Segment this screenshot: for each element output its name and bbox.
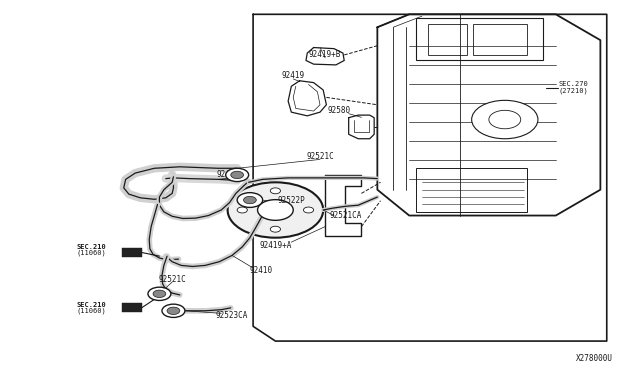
Circle shape	[270, 226, 280, 232]
Circle shape	[162, 304, 185, 317]
Circle shape	[148, 287, 171, 301]
Circle shape	[153, 290, 166, 298]
Circle shape	[228, 182, 323, 238]
Text: (27210): (27210)	[559, 87, 589, 94]
Bar	[415, 167, 527, 212]
Bar	[415, 18, 543, 61]
Text: 92419+B: 92419+B	[309, 51, 341, 60]
Text: 92400: 92400	[216, 170, 239, 179]
Text: SEC.210: SEC.210	[77, 244, 106, 250]
Bar	[473, 23, 527, 55]
Circle shape	[226, 168, 248, 182]
Bar	[428, 23, 467, 55]
Text: (11060): (11060)	[77, 250, 106, 256]
Bar	[122, 304, 141, 312]
Text: 92522P: 92522P	[278, 196, 305, 205]
Text: (11060): (11060)	[77, 308, 106, 314]
Text: 92410: 92410	[250, 266, 273, 275]
Circle shape	[303, 207, 314, 213]
Text: 92580: 92580	[328, 106, 351, 115]
Text: 92419: 92419	[282, 71, 305, 80]
Circle shape	[237, 207, 247, 213]
Text: 92521CA: 92521CA	[330, 211, 362, 220]
Circle shape	[257, 200, 293, 220]
Text: 92419+A: 92419+A	[259, 241, 292, 250]
Text: X278000U: X278000U	[576, 354, 613, 363]
Text: SEC.270: SEC.270	[559, 81, 589, 87]
Circle shape	[237, 193, 262, 208]
Circle shape	[489, 110, 521, 129]
Circle shape	[472, 100, 538, 139]
Text: 92521C: 92521C	[306, 152, 334, 161]
Circle shape	[231, 171, 244, 179]
Text: SEC.210: SEC.210	[77, 302, 106, 308]
Circle shape	[244, 196, 256, 204]
Text: 92523CA: 92523CA	[216, 311, 248, 320]
Circle shape	[167, 307, 180, 314]
Circle shape	[270, 188, 280, 194]
Text: 92521C: 92521C	[158, 275, 186, 283]
Bar	[122, 248, 141, 257]
